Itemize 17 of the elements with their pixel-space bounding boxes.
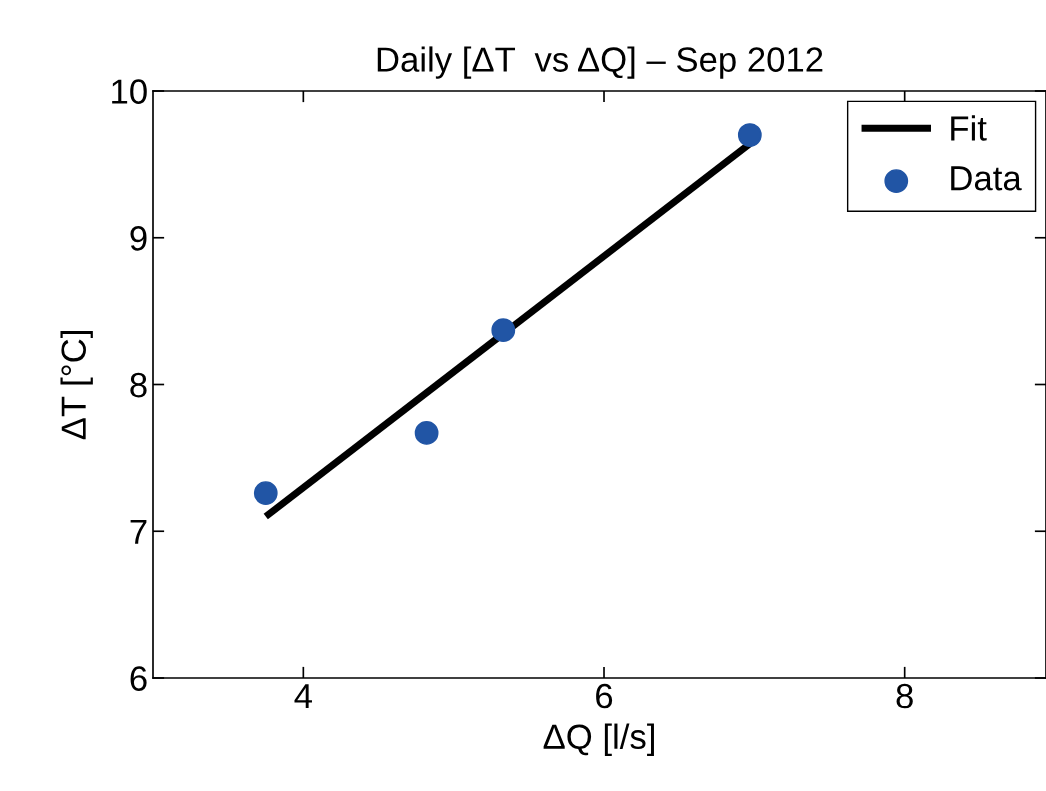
legend-label: Data <box>951 166 1022 191</box>
x-tick-label: 4 <box>294 684 312 709</box>
y-tick-label: 8 <box>130 372 147 398</box>
x-tick-label: 8 <box>896 683 913 709</box>
y-tick-label: 10 <box>112 79 147 104</box>
y-tick-label: 7 <box>130 519 147 544</box>
legend-label: Fit <box>951 115 987 141</box>
y-tick-label: 6 <box>130 666 147 691</box>
y-axis-title: ΔT [°C] <box>60 331 93 440</box>
point <box>737 123 762 147</box>
x-tick-label: 6 <box>596 683 613 709</box>
point <box>414 421 439 445</box>
x-axis-title: ΔQ [l/s] <box>543 723 654 756</box>
chart-title: Daily [ΔT vs ΔQ] – Sep 2012 <box>377 46 823 79</box>
point <box>491 318 516 343</box>
point <box>253 481 278 505</box>
y-tick-label: 9 <box>130 226 147 251</box>
